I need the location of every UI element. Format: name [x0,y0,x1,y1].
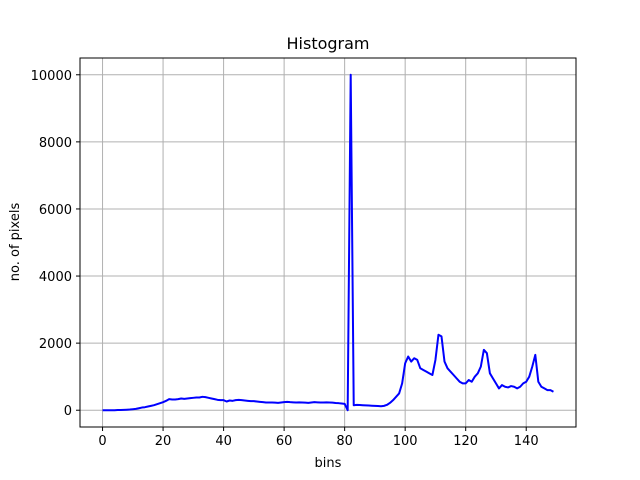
x-tick-label: 20 [155,434,172,449]
x-tick-label: 40 [215,434,232,449]
x-tick-label: 140 [514,434,539,449]
x-tick-label: 100 [393,434,418,449]
y-tick-label: 6000 [39,203,72,218]
x-tick-label: 0 [98,434,106,449]
x-tick-label: 120 [453,434,478,449]
x-tick-label: 80 [336,434,353,449]
y-tick-label: 4000 [39,270,72,285]
y-tick-label: 2000 [39,337,72,352]
x-tick-label: 60 [276,434,293,449]
y-tick-label: 0 [64,404,72,419]
y-tick-label: 10000 [31,69,72,84]
x-axis-label: bins [315,456,342,471]
chart-title: Histogram [287,34,370,53]
y-tick-label: 8000 [39,136,72,151]
data-line [102,73,554,412]
plot-frame [79,57,577,428]
y-axis-label: no. of pixels [8,203,23,282]
